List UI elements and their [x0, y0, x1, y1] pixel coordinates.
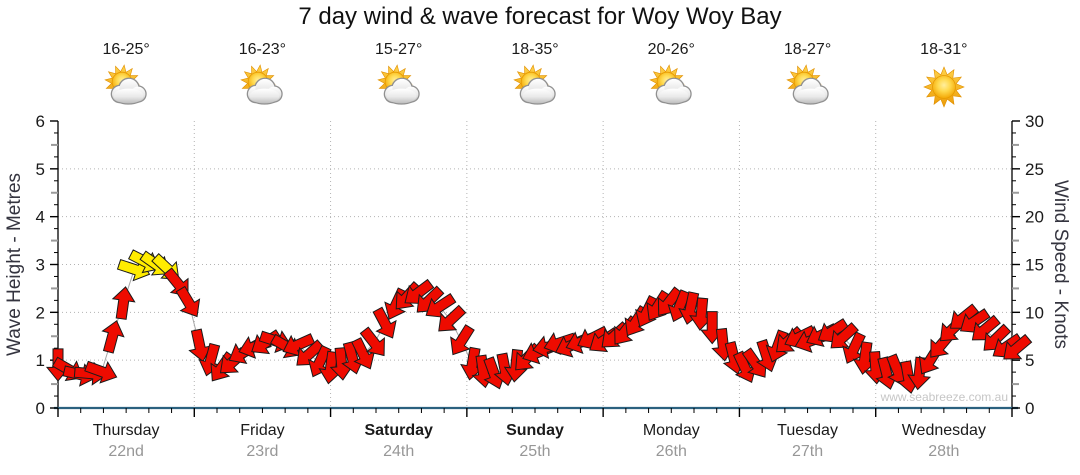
day-label-thursday: Thursday 22nd: [58, 421, 194, 473]
partly-cloudy-icon: [513, 64, 556, 105]
day-date: 25th: [519, 443, 551, 460]
day-summary-sunday: 18-35°: [467, 40, 603, 122]
day-label-friday: Friday 23rd: [194, 421, 330, 473]
wind-arrow: [438, 304, 467, 332]
wind-arrow: [450, 324, 475, 356]
watermark: www.seabreeze.com.au: [880, 390, 1008, 404]
day-name: Tuesday: [777, 422, 838, 439]
day-summary-tuesday: 18-27°: [739, 40, 875, 122]
left-axis-tick-label: 4: [36, 208, 45, 227]
right-axis-tick-label: 0: [1025, 399, 1034, 418]
right-axis-tick-label: 25: [1025, 160, 1044, 179]
right-axis-tick-label: 15: [1025, 256, 1044, 275]
day-date: 28th: [928, 443, 960, 460]
day-name: Monday: [642, 422, 700, 439]
day-temp-range: 16-23°: [238, 41, 287, 58]
wind-arrow: [175, 285, 201, 318]
sunny-icon: [923, 66, 965, 108]
day-name: Thursday: [92, 422, 160, 439]
partly-cloudy-icon: [649, 64, 692, 105]
day-name: Friday: [240, 422, 285, 439]
wind-arrow: [372, 306, 397, 339]
day-temp-range: 18-27°: [783, 41, 832, 58]
partly-cloudy-icon: [104, 64, 147, 105]
right-axis-title: Wind Speed - Knots: [1050, 180, 1071, 349]
right-axis-tick-label: 5: [1025, 351, 1034, 370]
partly-cloudy-icon: [376, 64, 420, 105]
day-summary-monday: 20-26°: [603, 40, 739, 122]
right-axis-tick-label: 30: [1025, 112, 1044, 131]
day-temp-range: 15-27°: [375, 41, 423, 58]
day-label-monday: Monday 26th: [603, 421, 739, 473]
partly-cloudy-icon: [785, 64, 829, 105]
day-name: Wednesday: [901, 422, 986, 439]
right-axis-tick-label: 10: [1025, 303, 1044, 322]
day-name: Saturday: [364, 422, 433, 439]
day-temp-range: 18-35°: [511, 41, 559, 58]
day-temp-range: 16-25°: [102, 41, 150, 58]
day-temp-range: 18-31°: [920, 41, 968, 58]
page-title: 7 day wind & wave forecast for Woy Woy B…: [298, 3, 782, 30]
wind-arrow: [359, 326, 385, 357]
day-label-wednesday: Wednesday 28th: [876, 421, 1012, 473]
day-name: Sunday: [506, 422, 564, 439]
day-label-tuesday: Tuesday 27th: [739, 421, 875, 473]
day-date: 22nd: [108, 443, 144, 460]
right-axis-tick-label: 20: [1025, 208, 1044, 227]
left-axis-tick-label: 3: [36, 256, 45, 275]
day-summary-friday: 16-23°: [194, 40, 330, 122]
day-summary-thursday: 16-25°: [58, 40, 194, 122]
day-temp-range: 20-26°: [647, 41, 695, 58]
left-axis-tick-label: 1: [36, 351, 45, 370]
day-date: 26th: [655, 443, 687, 460]
day-label-saturday: Saturday 24th: [331, 421, 467, 473]
day-date: 27th: [791, 443, 824, 460]
left-axis-tick-label: 5: [36, 160, 45, 179]
day-date: 23rd: [246, 443, 279, 460]
left-axis-tick-label: 0: [36, 399, 45, 418]
partly-cloudy-icon: [240, 64, 284, 105]
left-axis-tick-label: 6: [36, 112, 45, 131]
wind-arrow: [111, 286, 136, 320]
day-summary-saturday: 15-27°: [331, 40, 467, 122]
day-date: 24th: [383, 443, 415, 460]
wind-arrow: [830, 322, 859, 349]
day-label-sunday: Sunday 25th: [467, 421, 603, 473]
day-summary-wednesday: 18-31°: [876, 40, 1012, 122]
wind-arrow: [84, 360, 118, 384]
wind-arrow: [101, 320, 125, 354]
wind-arrow: [1003, 333, 1033, 360]
left-axis-tick-label: 2: [36, 303, 45, 322]
